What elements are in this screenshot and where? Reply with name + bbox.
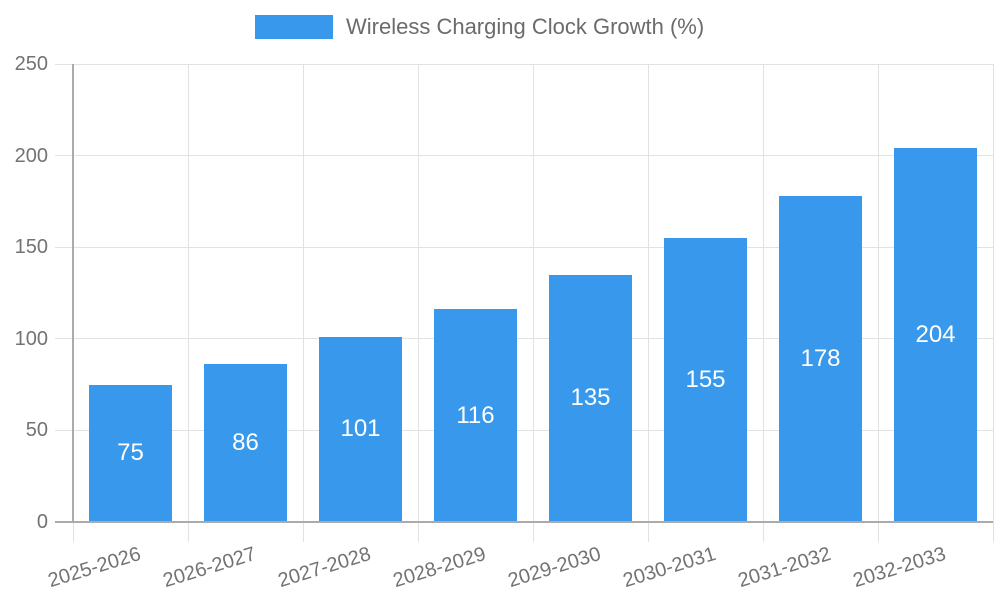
y-axis-tick [55,246,73,248]
bar[interactable]: 101 [319,336,402,522]
x-axis-tick [302,522,304,542]
y-tick-label: 150 [14,236,48,259]
bar[interactable]: 116 [434,309,517,522]
bar[interactable]: 75 [89,384,172,522]
y-axis-line [72,64,74,522]
bar[interactable]: 86 [204,364,287,522]
bar[interactable]: 155 [664,238,747,522]
x-axis-tick [647,522,649,542]
x-axis-tick [187,522,189,542]
x-axis-tick [417,522,419,542]
x-axis-tick [877,522,879,542]
v-gridline [532,64,534,522]
legend-label: Wireless Charging Clock Growth (%) [346,14,705,39]
x-axis-tick [762,522,764,542]
bar[interactable]: 204 [894,148,977,522]
v-gridline [417,64,419,522]
y-tick-label: 250 [14,53,48,75]
x-axis-tick [72,522,74,542]
bar-value-label: 86 [232,429,259,457]
y-tick-label: 0 [36,511,48,533]
v-gridline [992,64,994,522]
bar-value-label: 204 [915,321,956,349]
bar-value-label: 116 [456,401,495,429]
bar-value-label: 178 [800,344,841,372]
y-tick-label: 200 [14,144,48,167]
v-gridline [187,64,189,522]
y-tick-label: 50 [25,419,48,442]
y-axis-tick [55,338,73,340]
legend-swatch-icon [255,15,333,39]
y-axis-tick [55,63,73,65]
x-axis-tick [992,522,994,542]
legend[interactable]: Wireless Charging Clock Growth (%) [255,14,704,40]
bar-value-label: 135 [570,384,611,412]
bar-value-label: 75 [117,439,144,467]
y-tick-label: 100 [14,327,48,350]
v-gridline [762,64,764,522]
y-axis-tick [55,429,73,431]
y-axis-tick [55,155,73,157]
v-gridline [302,64,304,522]
x-axis-line [55,521,993,523]
v-gridline [877,64,879,522]
bar[interactable]: 178 [779,195,862,522]
v-gridline [647,64,649,522]
bar[interactable]: 135 [549,274,632,522]
bar-value-label: 155 [685,366,726,393]
x-axis-tick [532,522,534,542]
bar-value-label: 101 [340,415,381,443]
